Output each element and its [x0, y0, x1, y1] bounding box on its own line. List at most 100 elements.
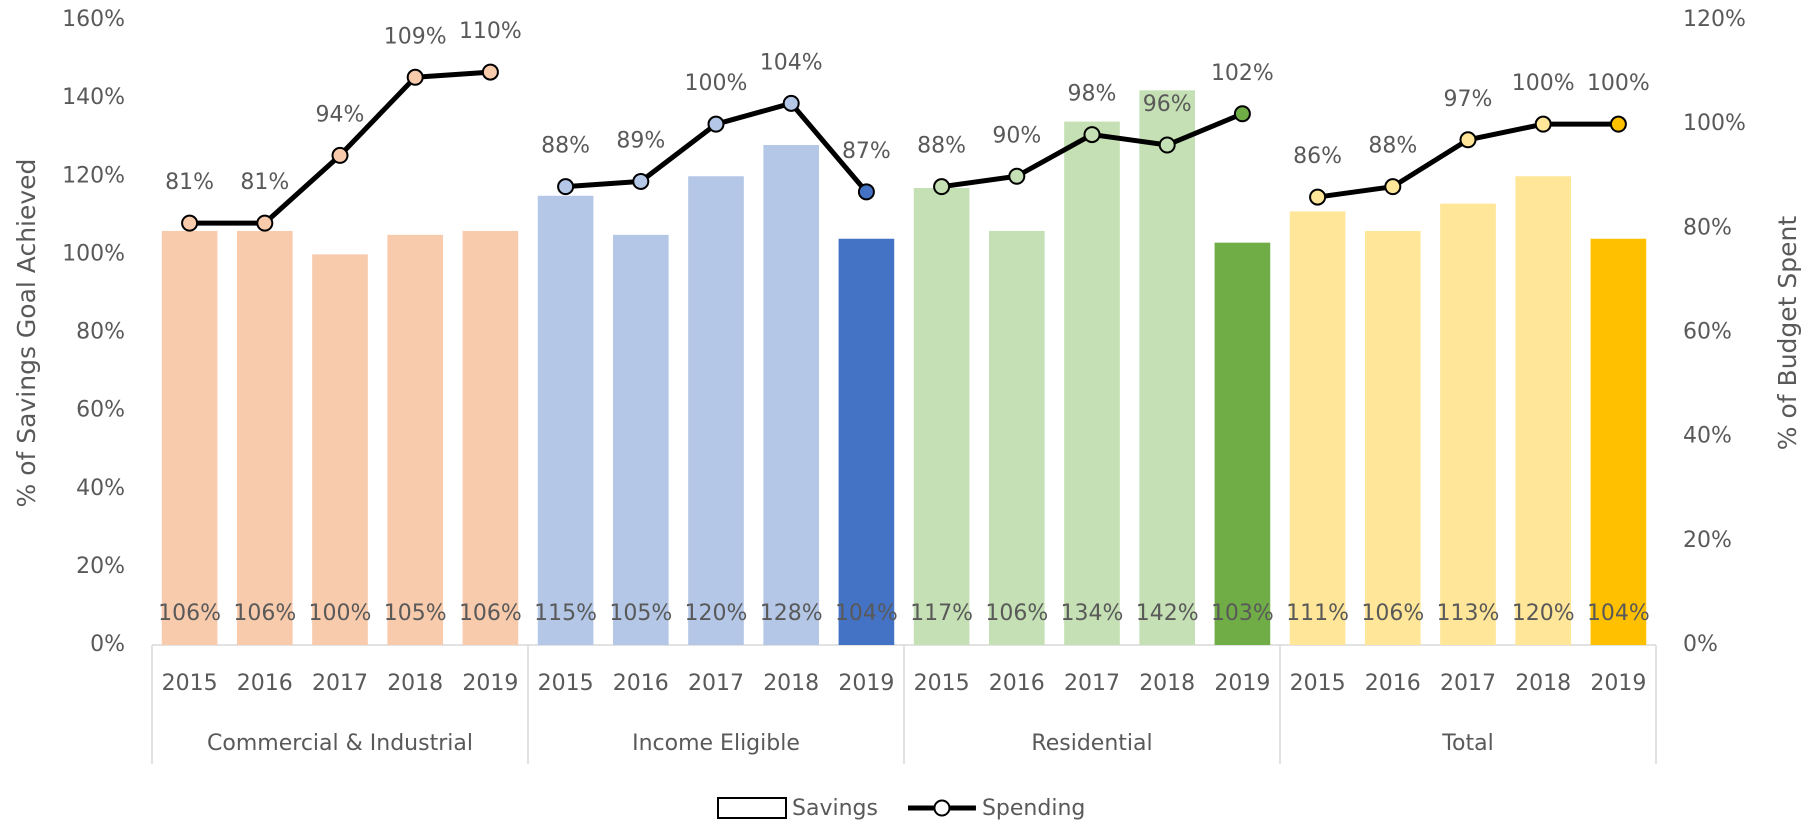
line-marker — [406, 68, 424, 86]
bar-value-label: 106% — [1361, 601, 1424, 626]
legend-label: Savings — [792, 796, 878, 821]
bar-value-label: 120% — [1512, 601, 1575, 626]
y2-axis-title: % of Budget Spent — [1773, 216, 1802, 451]
x-tick-label: 2015 — [162, 671, 218, 696]
line-marker — [331, 146, 349, 164]
x-tick-label: 2015 — [538, 671, 594, 696]
bar-value-label: 115% — [534, 601, 597, 626]
y2-tick-label: 120% — [1683, 7, 1746, 32]
line-value-label: 87% — [842, 139, 891, 164]
group-label: Commercial & Industrial — [207, 731, 473, 756]
line-value-label: 97% — [1444, 87, 1493, 112]
bar — [612, 234, 669, 645]
x-tick-label: 2017 — [688, 671, 744, 696]
x-tick-label: 2019 — [1214, 671, 1270, 696]
line-value-label: 100% — [1512, 71, 1575, 96]
y2-tick-label: 60% — [1683, 320, 1732, 345]
x-tick-label: 2018 — [1139, 671, 1195, 696]
bar-value-label: 134% — [1061, 601, 1124, 626]
y-tick-label: 80% — [76, 320, 125, 345]
bar-value-label: 105% — [384, 601, 447, 626]
bar — [1064, 121, 1120, 645]
x-tick-label: 2016 — [1365, 671, 1421, 696]
bar-value-label: 104% — [1587, 601, 1650, 626]
bar — [1139, 90, 1196, 645]
x-tick-label: 2019 — [838, 671, 894, 696]
bar-value-label: 106% — [158, 601, 221, 626]
line-value-label: 98% — [1068, 82, 1117, 107]
line-marker — [1459, 131, 1477, 149]
legend-marker — [933, 799, 951, 817]
line-value-label: 102% — [1211, 61, 1274, 86]
bar — [838, 238, 895, 645]
y-tick-label: 120% — [62, 163, 125, 188]
x-tick-label: 2017 — [1440, 671, 1496, 696]
line-marker — [1008, 167, 1026, 185]
line-marker — [933, 178, 951, 196]
y-tick-label: 140% — [62, 85, 125, 110]
y2-tick-label: 20% — [1683, 528, 1732, 553]
line-value-label: 86% — [1293, 144, 1342, 169]
x-tick-label: 2017 — [312, 671, 368, 696]
line-value-label: 88% — [541, 134, 590, 159]
line-marker — [256, 214, 274, 232]
bar-value-label: 106% — [233, 601, 296, 626]
y-tick-label: 20% — [76, 554, 125, 579]
bar — [763, 145, 820, 645]
bar — [387, 234, 444, 645]
bar-value-label: 105% — [609, 601, 672, 626]
bar — [1440, 203, 1496, 645]
bar — [1364, 230, 1421, 645]
line-value-label: 104% — [760, 50, 823, 75]
x-tick-label: 2018 — [1515, 671, 1571, 696]
y-tick-label: 160% — [62, 7, 125, 32]
group-label: Total — [1441, 731, 1493, 756]
line-marker — [782, 94, 800, 112]
bar — [913, 187, 970, 645]
line-marker — [1534, 115, 1552, 133]
line-value-label: 94% — [316, 102, 365, 127]
line-value-label: 88% — [917, 134, 966, 159]
bar-value-label: 106% — [985, 601, 1048, 626]
x-tick-label: 2015 — [1290, 671, 1346, 696]
bar — [1289, 211, 1346, 645]
bar-value-label: 103% — [1211, 601, 1274, 626]
bar-value-label: 117% — [910, 601, 973, 626]
bar-value-label: 100% — [309, 601, 372, 626]
x-tick-label: 2016 — [613, 671, 669, 696]
bar — [688, 176, 744, 645]
bar — [312, 254, 368, 645]
bar — [462, 230, 519, 645]
x-tick-label: 2019 — [462, 671, 518, 696]
line-marker — [857, 183, 875, 201]
y2-tick-label: 100% — [1683, 111, 1746, 136]
x-tick-label: 2015 — [914, 671, 970, 696]
bar-value-label: 120% — [685, 601, 748, 626]
bar-value-label: 106% — [459, 601, 522, 626]
line-marker — [1233, 105, 1251, 123]
line-marker — [1309, 188, 1327, 206]
y-tick-label: 0% — [90, 632, 125, 657]
bar-value-label: 113% — [1437, 601, 1500, 626]
bar-value-label: 128% — [760, 601, 823, 626]
legend-label: Spending — [982, 796, 1085, 821]
line-value-label: 110% — [459, 19, 522, 44]
line-marker — [707, 115, 725, 133]
line-value-label: 81% — [240, 170, 289, 195]
line-value-label: 100% — [685, 71, 748, 96]
x-tick-label: 2018 — [387, 671, 443, 696]
bar — [236, 230, 293, 645]
bar — [1515, 176, 1572, 645]
y2-tick-label: 40% — [1683, 424, 1732, 449]
bar-value-label: 104% — [835, 601, 898, 626]
y-tick-label: 60% — [76, 398, 125, 423]
bar — [161, 230, 218, 645]
line-value-label: 90% — [992, 123, 1041, 148]
legend-swatch — [717, 797, 787, 819]
bar — [988, 230, 1045, 645]
bar — [537, 195, 594, 645]
line-value-label: 96% — [1143, 92, 1192, 117]
line-value-label: 109% — [384, 24, 447, 49]
line-marker — [1609, 115, 1627, 133]
